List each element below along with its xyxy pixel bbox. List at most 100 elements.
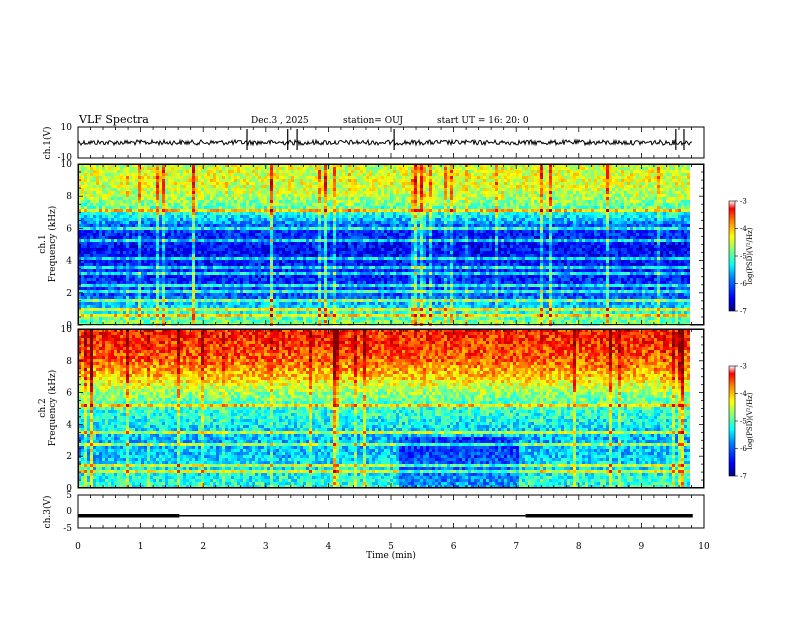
spec1-cell bbox=[156, 167, 159, 170]
spec1-cell bbox=[120, 179, 123, 182]
spec1-cell bbox=[255, 197, 258, 200]
spec1-cell bbox=[498, 182, 501, 185]
spec1-cell bbox=[621, 191, 624, 194]
spec1-cell bbox=[294, 167, 297, 170]
spec1-cell bbox=[501, 179, 504, 182]
spec1-cell bbox=[507, 185, 510, 188]
spec1-cell bbox=[525, 179, 528, 182]
spec1-cell bbox=[99, 194, 102, 197]
spec1-cell bbox=[219, 170, 222, 173]
spec1-cell bbox=[489, 185, 492, 188]
spec1-cell bbox=[351, 173, 354, 176]
spec1-cell bbox=[234, 179, 237, 182]
spec1-cell bbox=[336, 176, 339, 179]
spec1-cell bbox=[291, 179, 294, 182]
spec1-cell bbox=[333, 200, 336, 203]
spec1-cell bbox=[504, 203, 507, 206]
spec1-cell bbox=[411, 170, 414, 173]
spec1-cell bbox=[381, 185, 384, 188]
spec1-cell bbox=[615, 197, 618, 200]
spec1-cell bbox=[156, 185, 159, 188]
spec1-cell bbox=[636, 182, 639, 185]
spec1-cell bbox=[540, 170, 543, 173]
spec1-cell bbox=[336, 167, 339, 170]
spec1-cell bbox=[231, 200, 234, 203]
spec1-cell bbox=[81, 197, 84, 200]
spec1-cell bbox=[192, 167, 195, 170]
station-label: station= OUJ bbox=[343, 116, 403, 126]
spec1-cell bbox=[660, 176, 663, 179]
spec1-cell bbox=[207, 191, 210, 194]
spec1-cell bbox=[222, 176, 225, 179]
spec1-cell bbox=[255, 179, 258, 182]
spec1-cell bbox=[219, 185, 222, 188]
spec1-cell bbox=[597, 173, 600, 176]
spec1-cell bbox=[303, 185, 306, 188]
spec1-cell bbox=[234, 203, 237, 206]
spec1-cell bbox=[159, 197, 162, 200]
spec1-cell bbox=[228, 197, 231, 200]
spec1-cell bbox=[399, 203, 402, 206]
spec1-cell bbox=[282, 194, 285, 197]
spec1-cell bbox=[315, 188, 318, 191]
spec1-cell bbox=[537, 200, 540, 203]
spec1-cell bbox=[177, 188, 180, 191]
spec1-cell bbox=[111, 197, 114, 200]
spec1-cell bbox=[447, 173, 450, 176]
spec1-cell bbox=[474, 167, 477, 170]
spec1-cell bbox=[438, 179, 441, 182]
spec1-cell bbox=[417, 176, 420, 179]
spec1-cell bbox=[276, 200, 279, 203]
spec1-cell bbox=[441, 179, 444, 182]
spec1-cell bbox=[453, 176, 456, 179]
spec1-cell bbox=[369, 197, 372, 200]
spec1-cell bbox=[495, 167, 498, 170]
spec1-cell bbox=[531, 200, 534, 203]
spec1-cell bbox=[210, 182, 213, 185]
spec1-cell bbox=[612, 188, 615, 191]
spec1-cell bbox=[348, 176, 351, 179]
spec1-cell bbox=[87, 167, 90, 170]
spec1-cell bbox=[534, 182, 537, 185]
spec1-cell bbox=[279, 182, 282, 185]
spec1-cell bbox=[567, 167, 570, 170]
spec1-cell bbox=[369, 188, 372, 191]
spec1-cell bbox=[513, 182, 516, 185]
spec1-cell bbox=[216, 179, 219, 182]
spec1-cell bbox=[297, 203, 300, 206]
spec1-cell bbox=[246, 179, 249, 182]
spec1-cell bbox=[627, 191, 630, 194]
spec1-cell bbox=[360, 188, 363, 191]
spec1-cell bbox=[114, 203, 117, 206]
spec1-cell bbox=[216, 200, 219, 203]
spec1-cell bbox=[591, 176, 594, 179]
spec1-cell bbox=[159, 191, 162, 194]
spec1-cell bbox=[507, 188, 510, 191]
spec1-cell bbox=[471, 188, 474, 191]
spec1-cell bbox=[375, 179, 378, 182]
spec1-cell bbox=[642, 179, 645, 182]
spec1-cell bbox=[261, 176, 264, 179]
spec1-cell bbox=[654, 170, 657, 173]
spec1-cell bbox=[234, 188, 237, 191]
spec1-cell bbox=[153, 182, 156, 185]
spec1-cell bbox=[327, 197, 330, 200]
spec1-cell bbox=[588, 170, 591, 173]
spec1-cell bbox=[585, 173, 588, 176]
spec1-cell bbox=[540, 185, 543, 188]
spec1-cell bbox=[297, 197, 300, 200]
spec1-cell bbox=[393, 200, 396, 203]
spec1-cell bbox=[660, 182, 663, 185]
spec1-cell bbox=[588, 167, 591, 170]
spec1-cell bbox=[117, 179, 120, 182]
spec1-cell bbox=[624, 167, 627, 170]
spec1-cell bbox=[687, 176, 690, 179]
spec1-cell bbox=[390, 176, 393, 179]
spec1-cell bbox=[264, 179, 267, 182]
spec1-cell bbox=[102, 167, 105, 170]
spec1-cell bbox=[546, 173, 549, 176]
spec1-cell bbox=[606, 179, 609, 182]
spec1-cell bbox=[348, 179, 351, 182]
spec1-cell bbox=[282, 176, 285, 179]
spec1-cell bbox=[171, 173, 174, 176]
